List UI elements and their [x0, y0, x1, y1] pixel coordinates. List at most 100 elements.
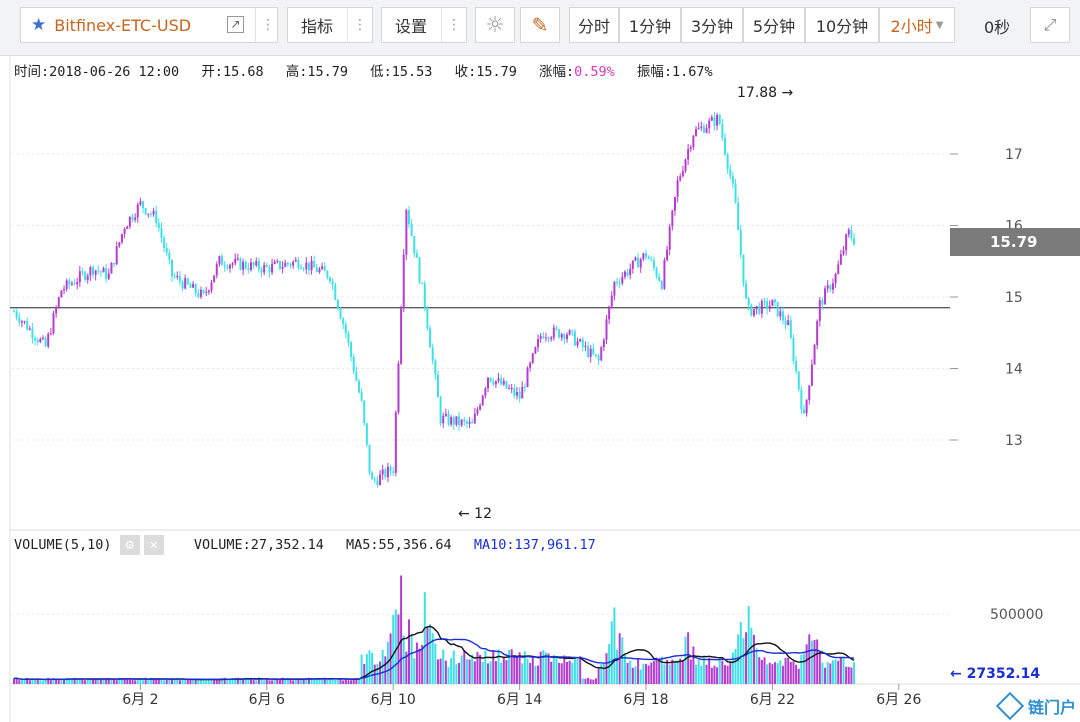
symbol-selector[interactable]: ★ Bitfinex-ETC-USD ↗ ⋮ [20, 7, 278, 43]
volume-bar [415, 642, 418, 684]
draw-button[interactable]: ✎ [520, 7, 560, 43]
candle-body [163, 237, 166, 249]
candle-body [118, 242, 121, 247]
candle-body [737, 202, 740, 231]
candle-body [281, 266, 284, 269]
more-dots-icon[interactable]: ⋮ [347, 8, 372, 42]
volume-bar [205, 680, 208, 684]
volume-bar [587, 677, 590, 684]
indicators-button[interactable]: 指标 ⋮ [287, 7, 373, 43]
candle-body [202, 289, 205, 293]
interval-tab[interactable]: 10分钟 [805, 7, 879, 43]
volume-bar [405, 651, 408, 684]
volume-bar [805, 644, 808, 684]
candle-body [803, 409, 805, 414]
refresh-timer[interactable]: 0秒 [984, 18, 1011, 37]
candle-body [631, 260, 634, 269]
more-dots-icon[interactable]: ⋮ [255, 8, 280, 42]
close-icon[interactable]: ✕ [143, 535, 164, 555]
candle-body [310, 260, 313, 271]
volume-bar [105, 678, 108, 684]
interval-dropdown[interactable]: 2小时 ▼ [879, 7, 955, 43]
interval-tab[interactable]: 1分钟 [619, 7, 681, 43]
candle-body [529, 362, 532, 368]
volume-bar [652, 661, 655, 684]
star-icon[interactable]: ★ [31, 15, 47, 35]
gear-icon[interactable]: ⚙ [119, 535, 140, 555]
candle-body [257, 260, 260, 270]
volume-bar [223, 677, 226, 684]
settings-button[interactable]: 设置 ⋮ [381, 7, 467, 43]
volume-bar [489, 661, 492, 684]
volume-bar [231, 678, 234, 684]
candle-body [365, 423, 368, 445]
candle-body [476, 409, 479, 414]
candle-body [115, 246, 118, 265]
date-tick-label: 6月 18 [623, 692, 668, 708]
candle-body [597, 355, 600, 361]
volume-bar [439, 658, 442, 684]
volume-bar [221, 678, 224, 684]
candle-body [252, 262, 255, 266]
external-link-icon[interactable]: ↗ [227, 16, 244, 33]
volume-bar [505, 660, 508, 684]
candle-body [436, 374, 439, 398]
volume-bar [247, 678, 250, 684]
volume-bar [531, 655, 534, 684]
chevron-down-icon: ▼ [935, 19, 944, 31]
candle-body [718, 114, 721, 125]
volume-bar [716, 667, 719, 684]
volume-bar [645, 663, 647, 684]
candle-body [44, 337, 47, 347]
volume-bar [658, 658, 661, 684]
candle-body [576, 341, 579, 346]
volume-bar [26, 678, 29, 684]
candle-body [376, 480, 379, 486]
volume-bar [402, 635, 405, 684]
candle-body [465, 421, 468, 424]
volume-bar [663, 664, 666, 684]
candle-body [171, 259, 173, 277]
interval-tab[interactable]: 5分钟 [743, 7, 805, 43]
candle-body [647, 256, 650, 260]
volume-bar [534, 666, 537, 684]
candle-body [363, 400, 366, 424]
volume-bar [36, 678, 39, 684]
candle-body [824, 288, 827, 305]
candle-body [537, 339, 540, 348]
candle-body [247, 268, 250, 271]
candle-body [149, 213, 152, 215]
fullscreen-button[interactable]: ⤢ [1030, 7, 1070, 43]
interval-tab[interactable]: 分时 [569, 7, 619, 43]
volume-bar [616, 649, 619, 684]
candle-body [721, 124, 724, 138]
candle-body [142, 201, 145, 209]
theme-toggle-button[interactable]: ☼ [475, 7, 515, 43]
interval-tab[interactable]: 3分钟 [681, 7, 743, 43]
volume-bar [797, 668, 800, 684]
candle-body [468, 421, 471, 424]
candle-body [123, 228, 126, 234]
candle-body [155, 210, 158, 224]
volume-bar [176, 678, 179, 684]
candle-body [818, 300, 821, 321]
candle-body [724, 137, 726, 155]
candle-body [371, 472, 374, 480]
candle-body [500, 378, 503, 385]
volume-bar [107, 678, 110, 684]
candle-body [313, 260, 316, 268]
info-close: 收:15.79 [454, 64, 517, 80]
volume-bar [242, 679, 245, 684]
candle-body [221, 256, 224, 266]
candle-body [771, 299, 774, 306]
volume-bar [547, 653, 550, 684]
more-dots-icon[interactable]: ⋮ [441, 8, 466, 42]
price-tick-label: 14 [1005, 362, 1023, 378]
candle-body [610, 295, 613, 307]
volume-bar [152, 678, 155, 684]
candle-body [20, 321, 23, 323]
candle-body [618, 282, 621, 284]
volume-bar [92, 678, 94, 684]
volume-bar [123, 678, 126, 684]
